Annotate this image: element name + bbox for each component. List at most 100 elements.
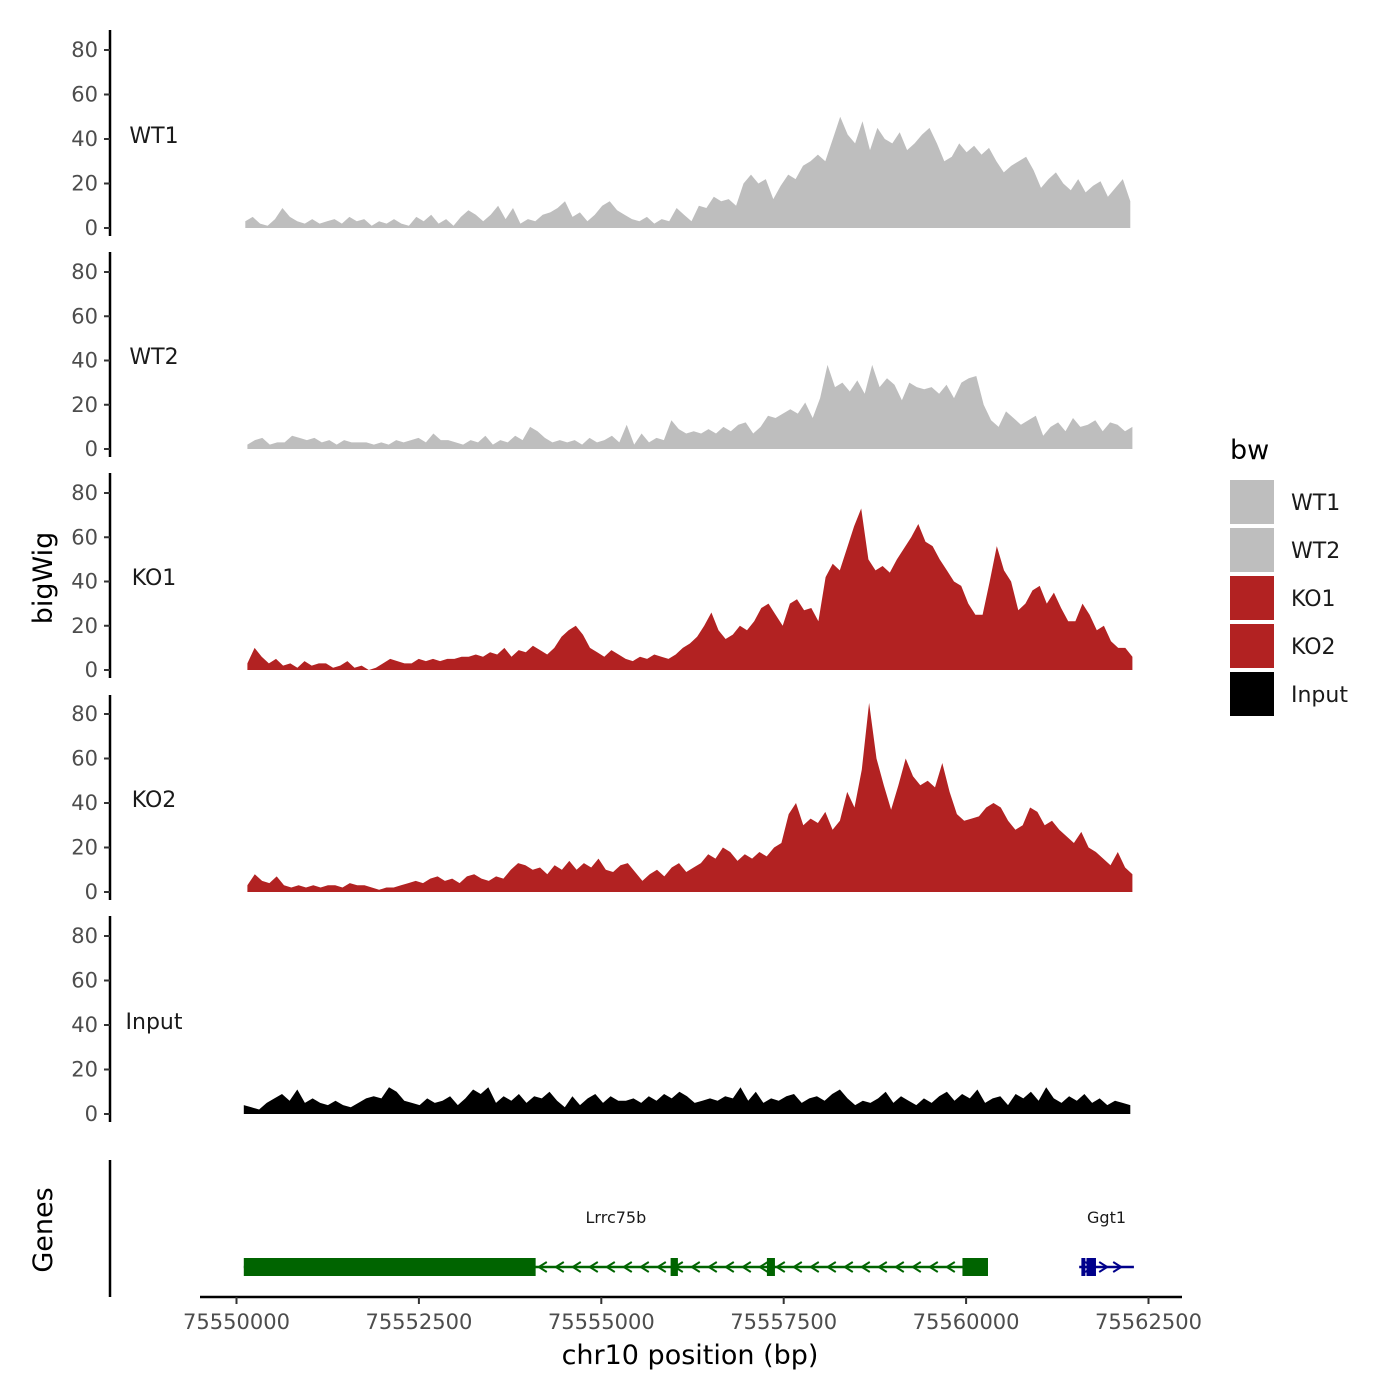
signal-area-ko1 (247, 508, 1133, 670)
legend-key-ko1 (1230, 576, 1274, 620)
y-tick-label: 0 (85, 658, 98, 682)
y-tick-label: 60 (71, 969, 98, 993)
strand-arrow (791, 1261, 803, 1273)
legend-label: Input (1291, 683, 1348, 708)
y-tick-label: 0 (85, 880, 98, 904)
gene-exon (670, 1258, 678, 1276)
strand-arrow (1112, 1261, 1124, 1273)
track-ko2: 0 20 40 60 80 KO2 (71, 695, 1133, 904)
track-label: KO1 (132, 566, 177, 591)
strand-arrow (536, 1261, 548, 1273)
y-tick-label: 40 (71, 1013, 98, 1037)
track-label: KO2 (132, 788, 177, 813)
strand-arrow (689, 1261, 701, 1273)
strand-arrow (859, 1261, 871, 1273)
track-wt1: 0 20 40 60 80 WT1 (71, 30, 1131, 240)
x-tick-label: 75552500 (365, 1310, 472, 1334)
gene-annotation-track: Lrrc75b Ggt1 (108, 1160, 1134, 1297)
gene-exon (243, 1258, 536, 1276)
strand-arrow (1098, 1261, 1110, 1273)
y-tick-label: 40 (71, 127, 98, 151)
signal-area-input (243, 1087, 1131, 1114)
y-tick-label: 60 (71, 525, 98, 549)
strand-arrow (587, 1261, 599, 1273)
strand-arrow (757, 1261, 769, 1273)
gene-exon (962, 1258, 988, 1276)
x-tick-label: 75550000 (183, 1310, 290, 1334)
track-wt2: 0 20 40 60 80 WT2 (71, 252, 1133, 461)
y-tick-label: 40 (71, 791, 98, 815)
strand-arrow (808, 1261, 820, 1273)
strand-arrow (910, 1261, 922, 1273)
gene-label: Ggt1 (1087, 1208, 1126, 1227)
y-tick-label: 80 (71, 481, 98, 505)
strand-arrow (825, 1261, 837, 1273)
x-axis-title: chr10 position (bp) (562, 1340, 819, 1371)
y-tick-label: 60 (71, 83, 98, 107)
track-ko1: 0 20 40 60 80 KO1 (71, 473, 1133, 682)
gene-exon (1086, 1258, 1096, 1276)
strand-arrow (604, 1261, 616, 1273)
y-tick-label: 40 (71, 570, 98, 594)
strand-arrow (774, 1261, 786, 1273)
strand-arrow (842, 1261, 854, 1273)
y-tick-label: 20 (71, 1058, 98, 1082)
y-tick-label: 20 (71, 614, 98, 638)
legend-label: WT2 (1291, 539, 1340, 564)
y-tick-label: 80 (71, 260, 98, 284)
strand-arrow (876, 1261, 888, 1273)
y-tick-label: 40 (71, 349, 98, 373)
signal-area-ko2 (247, 702, 1133, 892)
strand-arrow (723, 1261, 735, 1273)
y-tick-label: 60 (71, 304, 98, 328)
x-axis: 75550000 75552500 75555000 75557500 75560000… (183, 1295, 1202, 1334)
gene-lrrc75b: Lrrc75b (243, 1208, 988, 1276)
gene-exon (1081, 1258, 1086, 1276)
legend-label: KO2 (1291, 635, 1336, 660)
track-label: WT2 (129, 345, 178, 370)
strand-arrow (638, 1261, 650, 1273)
y-axis-title: bigWig (28, 532, 59, 625)
strand-arrow (553, 1261, 565, 1273)
signal-area-wt2 (247, 364, 1133, 449)
strand-arrow (621, 1261, 633, 1273)
strand-arrow (893, 1261, 905, 1273)
legend-key-wt2 (1230, 528, 1274, 572)
y-tick-label: 20 (71, 393, 98, 417)
y-tick-label: 0 (85, 437, 98, 461)
legend-title: bw (1230, 435, 1269, 466)
y-tick-label: 20 (71, 172, 98, 196)
strand-arrow (740, 1261, 752, 1273)
legend-key-wt1 (1230, 480, 1274, 524)
track-label: Input (126, 1010, 183, 1035)
y-tick-label: 80 (71, 702, 98, 726)
x-tick-label: 75560000 (913, 1310, 1020, 1334)
y-tick-label: 60 (71, 747, 98, 771)
y-tick-label: 80 (71, 38, 98, 62)
x-tick-label: 75555000 (548, 1310, 655, 1334)
strand-arrow (927, 1261, 939, 1273)
strand-arrow (944, 1261, 956, 1273)
signal-tracks: 0 20 40 60 80 WT1 0 20 40 60 80 WT2 0 20 40 60 80 KO1 0 20 4… (71, 30, 1133, 1126)
legend-label: WT1 (1291, 491, 1340, 516)
y-tick-label: 0 (85, 1102, 98, 1126)
track-label: WT1 (129, 124, 178, 149)
signal-area-wt1 (245, 116, 1131, 228)
track-input: 0 20 40 60 80 Input (71, 916, 1131, 1126)
gene-exon (766, 1258, 775, 1276)
y-tick-label: 20 (71, 836, 98, 860)
y-tick-label: 0 (85, 216, 98, 240)
legend-key-input (1230, 672, 1274, 716)
strand-arrow (655, 1261, 667, 1273)
y-tick-label: 80 (71, 924, 98, 948)
gene-label: Lrrc75b (586, 1208, 647, 1227)
strand-arrow (570, 1261, 582, 1273)
x-tick-label: 75562500 (1095, 1310, 1202, 1334)
legend-key-ko2 (1230, 624, 1274, 668)
gene-ggt1: Ggt1 (1079, 1208, 1134, 1276)
legend-label: KO1 (1291, 587, 1336, 612)
genes-axis-title: Genes (28, 1187, 59, 1272)
strand-arrow (706, 1261, 718, 1273)
legend: WT1 WT2 KO1 KO2 Input (1230, 480, 1348, 716)
